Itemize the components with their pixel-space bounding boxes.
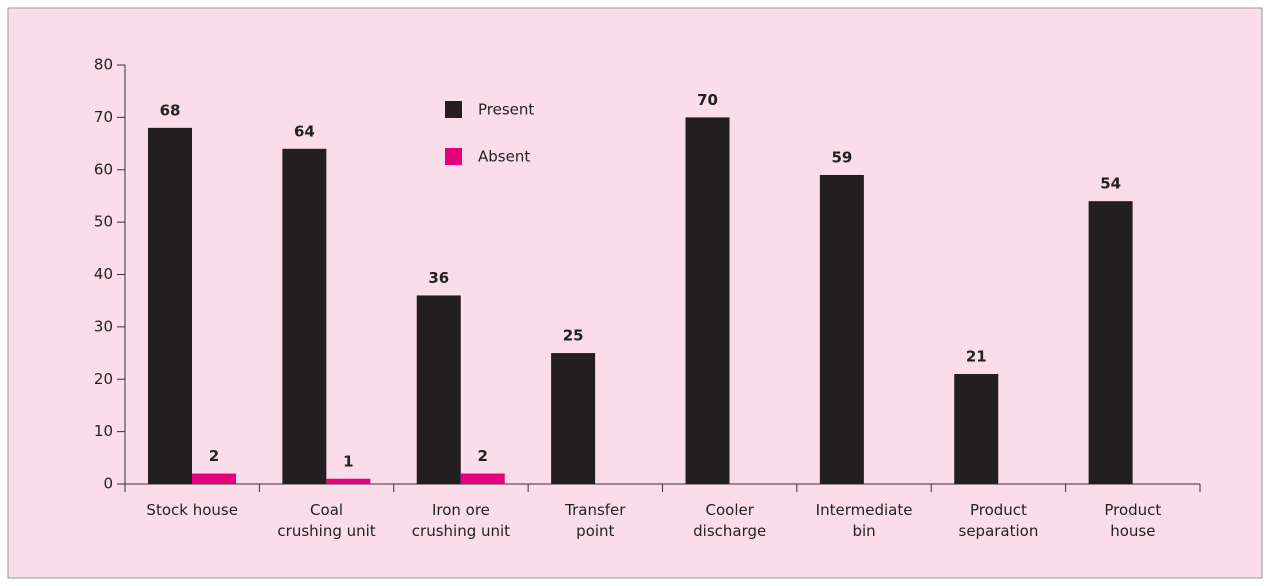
x-tick-label-line: discharge bbox=[693, 522, 766, 540]
x-tick-label: Intermediate bin bbox=[816, 501, 913, 540]
bar bbox=[460, 473, 505, 484]
y-tick-label: 40 bbox=[94, 265, 113, 283]
bar bbox=[551, 353, 596, 484]
x-tick-label: Transfer point bbox=[564, 501, 626, 540]
value-label: 2 bbox=[478, 447, 488, 465]
legend-swatch bbox=[445, 148, 462, 165]
x-tick-label: Stock house bbox=[146, 501, 238, 519]
x-tick-label-line: Coal bbox=[310, 501, 343, 519]
x-tick-label-line: separation bbox=[959, 522, 1039, 540]
x-tick-label-line: Product bbox=[1104, 501, 1161, 519]
value-label: 54 bbox=[1100, 175, 1121, 193]
value-label: 70 bbox=[697, 91, 718, 109]
y-tick-label: 60 bbox=[94, 160, 113, 178]
bar bbox=[954, 374, 999, 484]
legend-label: Present bbox=[478, 101, 534, 119]
bar bbox=[192, 473, 236, 484]
x-tick-label-line: Intermediate bbox=[816, 501, 913, 519]
x-tick-label: Iron ore crushing unit bbox=[412, 501, 510, 540]
value-label: 64 bbox=[294, 122, 315, 140]
bar bbox=[1088, 201, 1133, 485]
x-tick-label-line: crushing unit bbox=[412, 522, 510, 540]
bar bbox=[685, 117, 730, 484]
x-tick-label-line: house bbox=[1110, 522, 1155, 540]
value-label: 21 bbox=[966, 348, 987, 366]
x-tick-label: Coal crushing unit bbox=[277, 501, 375, 540]
y-tick-label: 70 bbox=[94, 108, 113, 126]
value-label: 68 bbox=[160, 101, 181, 119]
y-tick-label: 20 bbox=[94, 370, 113, 388]
legend-label: Absent bbox=[478, 148, 530, 166]
x-tick-label-line: Stock house bbox=[146, 501, 238, 519]
value-label: 25 bbox=[563, 327, 584, 345]
y-tick-label: 10 bbox=[94, 422, 113, 440]
bar bbox=[282, 148, 327, 485]
y-tick-label: 30 bbox=[94, 317, 113, 335]
y-tick-label: 50 bbox=[94, 213, 113, 231]
x-tick-label-line: Cooler bbox=[705, 501, 754, 519]
x-tick-label-line: crushing unit bbox=[277, 522, 375, 540]
x-tick-label-line: Product bbox=[970, 501, 1027, 519]
value-label: 36 bbox=[428, 269, 449, 287]
bar bbox=[819, 174, 864, 485]
chart-background bbox=[7, 7, 1263, 579]
value-label: 2 bbox=[209, 447, 219, 465]
x-tick-label-line: Iron ore bbox=[432, 501, 490, 519]
x-tick-label: Cooler discharge bbox=[693, 501, 766, 540]
value-label: 1 bbox=[343, 452, 353, 470]
x-tick-label: Product separation bbox=[959, 501, 1039, 540]
x-tick-label-line: bin bbox=[852, 522, 875, 540]
bar bbox=[416, 295, 461, 484]
y-tick-label: 0 bbox=[103, 475, 113, 493]
legend-swatch bbox=[445, 101, 462, 118]
bar bbox=[326, 478, 371, 484]
x-tick-label-line: point bbox=[576, 522, 614, 540]
x-tick-label: Product house bbox=[1104, 501, 1161, 540]
x-tick-label-line: Transfer bbox=[564, 501, 626, 519]
y-tick-label: 80 bbox=[94, 56, 113, 74]
value-label: 59 bbox=[831, 148, 852, 166]
bar bbox=[148, 127, 192, 484]
